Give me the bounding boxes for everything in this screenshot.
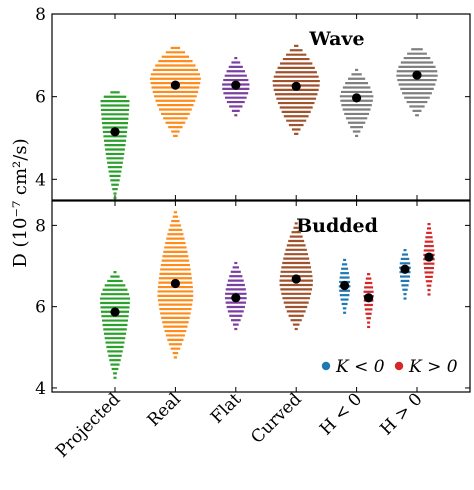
panel-budded: 4 6 8 Budded K < 0 K > 0 (35, 200, 471, 399)
violin-h-0-k-neg (399, 249, 411, 300)
violin-curved (272, 44, 320, 135)
mean-marker (412, 70, 422, 80)
mean-marker (170, 278, 180, 289)
x-category-label: H > 0 (377, 389, 427, 439)
violin-real (149, 46, 201, 138)
mean-marker (291, 274, 301, 284)
mean-marker (400, 264, 410, 274)
violin-h-0-k-pos (423, 222, 435, 296)
legend-label: K < 0 (335, 357, 385, 377)
x-category-label: Curved (247, 389, 306, 448)
mean-marker (231, 80, 241, 90)
mean-marker (424, 252, 434, 262)
mean-marker (110, 127, 120, 137)
y-axis-label: D (10⁻⁷ cm²/s) (10, 138, 31, 267)
x-category-label: Projected (52, 389, 125, 462)
legend-marker (321, 361, 331, 371)
mean-marker (340, 280, 350, 291)
y-tick-label: 4 (35, 170, 46, 190)
violin-projected (99, 271, 131, 379)
y-tick-label: 4 (35, 379, 46, 399)
x-category-label: Real (144, 389, 185, 430)
violin-h-0 (396, 48, 438, 117)
violin-curved (279, 222, 313, 331)
mean-marker (352, 93, 362, 103)
mean-marker (110, 307, 120, 317)
y-tick-label: 8 (35, 216, 46, 236)
panel-wave: 4 6 8 Wave (35, 5, 471, 201)
panel-frame (51, 200, 471, 393)
violin-flat (224, 261, 247, 331)
violin-projected (100, 91, 130, 200)
violin-h-0-k-pos (363, 273, 374, 329)
panel-frame (51, 13, 471, 201)
violin-real (157, 211, 194, 359)
violin-flat (222, 56, 250, 117)
y-tick-label: 6 (35, 298, 46, 318)
y-tick-label: 6 (35, 88, 46, 108)
x-category-label: Flat (207, 389, 245, 427)
panel-title: Budded (296, 215, 378, 237)
mean-marker (291, 81, 301, 91)
mean-marker (170, 80, 180, 90)
legend: K < 0 K > 0 (321, 357, 458, 377)
panel-title: Wave (308, 28, 364, 50)
legend-label: K > 0 (408, 357, 458, 377)
legend-marker (394, 361, 404, 371)
x-category-label: H < 0 (316, 389, 366, 439)
violin-h-0-k-neg (338, 258, 351, 314)
violin-h-0 (339, 68, 374, 138)
y-tick-label: 8 (35, 5, 46, 25)
mean-marker (364, 293, 374, 303)
mean-marker (231, 293, 241, 303)
